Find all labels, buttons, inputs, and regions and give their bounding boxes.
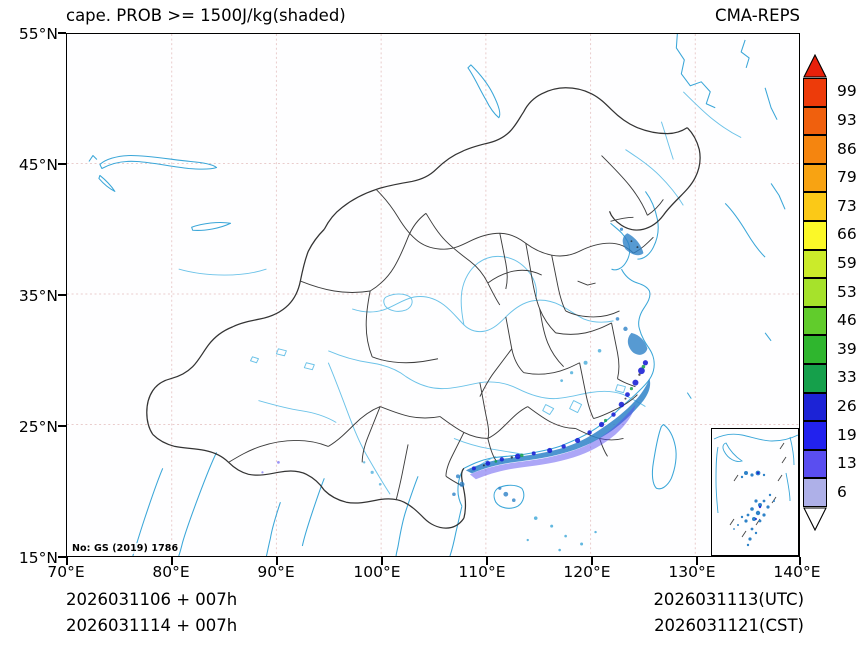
colorbar-segment — [803, 249, 827, 279]
national-border-layer — [146, 87, 701, 529]
colorbar-tick-label: 66 — [837, 225, 857, 244]
xtick-mark — [591, 557, 593, 565]
footer-init-utc: 2026031106 + 007h — [66, 590, 238, 609]
xtick-label-120e: 120°E — [563, 563, 611, 581]
xtick-mark — [799, 557, 801, 565]
colorbar[interactable]: 99 93 86 79 73 66 59 53 46 39 33 26 19 13 6 — [803, 53, 857, 532]
colorbar-segment — [803, 392, 827, 422]
probability-shading-layer — [261, 227, 651, 552]
xtick-label-90e: 90°E — [257, 563, 295, 581]
colorbar-segment — [803, 221, 827, 250]
ytick-mark — [58, 32, 66, 34]
ytick-mark — [58, 163, 66, 165]
colorbar-segment — [803, 478, 827, 507]
ytick-label-35n: 35°N — [18, 287, 58, 305]
xtick-label-140e: 140°E — [773, 563, 821, 581]
footer-valid-utc: 2026031113(UTC) — [653, 590, 804, 609]
colorbar-tick-label: 79 — [837, 168, 857, 187]
colorbar-segment — [803, 78, 827, 107]
china-map-geography — [88, 34, 786, 556]
shading-guangxi-hainan — [452, 474, 516, 503]
xtick-mark — [276, 557, 278, 565]
colorbar-tick-label: 93 — [837, 110, 857, 129]
colorbar-over-cap — [803, 53, 827, 78]
colorbar-tick-label: 73 — [837, 196, 857, 215]
ytick-label-45n: 45°N — [18, 156, 58, 174]
ytick-mark — [58, 294, 66, 296]
footer-valid-cst: 2026031121(CST) — [654, 616, 804, 635]
colorbar-under-cap — [803, 507, 827, 532]
colorbar-segment — [803, 192, 827, 221]
shading-bohai-core — [630, 240, 639, 249]
xtick-mark — [171, 557, 173, 565]
ytick-label-15n: 15°N — [18, 549, 58, 567]
colorbar-segment — [803, 364, 827, 393]
xtick-label-110e: 110°E — [458, 563, 506, 581]
colorbar-segment — [803, 135, 827, 164]
xtick-label-80e: 80°E — [152, 563, 190, 581]
xtick-mark — [381, 557, 383, 565]
colorbar-segment — [803, 106, 827, 136]
shading-tibet — [261, 460, 280, 474]
xtick-mark — [486, 557, 488, 565]
colorbar-tick-label: 33 — [837, 368, 857, 387]
inset-islands — [733, 470, 775, 547]
shading-yangtze-middle — [560, 348, 602, 383]
ytick-label-25n: 25°N — [18, 418, 58, 436]
colorbar-tick-label: 26 — [837, 396, 857, 415]
inset-map-geography — [713, 433, 798, 547]
colorbar-tick-label: 59 — [837, 253, 857, 272]
colorbar-tick-label: 6 — [837, 482, 847, 501]
xtick-mark — [66, 557, 68, 565]
shading-yunnan — [362, 461, 382, 486]
colorbar-segment — [803, 421, 827, 450]
xtick-label-70e: 70°E — [47, 563, 85, 581]
ytick-mark — [58, 556, 66, 558]
south-china-sea-inset[interactable] — [711, 428, 799, 556]
colorbar-segment — [803, 449, 827, 479]
colorbar-tick-label: 53 — [837, 282, 857, 301]
colorbar-segment — [803, 163, 827, 193]
shading-south-china-sea — [526, 516, 597, 552]
colorbar-tick-label: 46 — [837, 311, 857, 330]
colorbar-tick-label: 99 — [837, 82, 857, 101]
map-permit-number: No: GS (2019) 1786 — [71, 543, 180, 554]
xtick-label-130e: 130°E — [668, 563, 716, 581]
shading-zhejiang-yangtze — [615, 317, 648, 355]
colorbar-segment — [803, 306, 827, 336]
colorbar-tick-label: 86 — [837, 139, 857, 158]
shading-southeast-coast — [465, 360, 651, 480]
colorbar-segment — [803, 335, 827, 364]
colorbar-tick-label: 19 — [837, 425, 857, 444]
map-plot-area[interactable]: No: GS (2019) 1786 — [66, 33, 800, 557]
xtick-label-100e: 100°E — [353, 563, 401, 581]
model-label: CMA-REPS — [715, 6, 800, 25]
colorbar-tick-label: 39 — [837, 339, 857, 358]
ytick-mark — [58, 425, 66, 427]
page-title: cape. PROB >= 1500J/kg(shaded) — [66, 6, 346, 25]
xtick-mark — [696, 557, 698, 565]
colorbar-tick-label: 13 — [837, 454, 857, 473]
ytick-label-55n: 55°N — [18, 25, 58, 43]
footer-init-cst: 2026031114 + 007h — [66, 616, 238, 635]
shading-bohai — [619, 227, 644, 256]
colorbar-segment — [803, 278, 827, 307]
